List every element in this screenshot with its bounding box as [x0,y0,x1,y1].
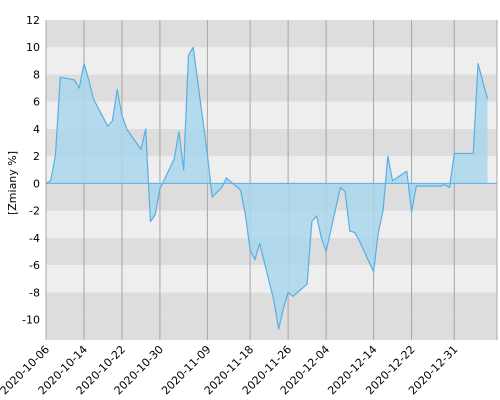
background-band [46,20,497,48]
y-tick-label: 4 [33,123,40,136]
y-tick-label: -6 [29,259,40,272]
background-band [46,319,497,340]
x-axis-tick-labels: 2020-10-062020-10-142020-10-222020-10-30… [0,343,460,397]
y-axis-tick-labels: -10 -8 -6 -4 -2 0 2 4 6 8 10 12 [22,14,40,327]
series-area-fill [46,47,488,330]
y-tick-label: -4 [29,232,40,245]
y-tick-label: -8 [29,286,40,299]
y-tick-label: 8 [33,68,40,81]
series-line [45,46,489,330]
y-tick-label: 6 [33,96,40,109]
background-band [46,292,497,320]
y-tick-label: 2 [33,150,40,163]
y-axis-title: [Zmiany %] [6,151,19,215]
y-tick-label: 12 [26,14,40,27]
y-tick-label: 10 [26,41,40,54]
y-tick-label: -10 [22,314,40,327]
background-band [46,47,497,75]
background-band [46,74,497,102]
plot-area [45,46,489,330]
y-tick-label: 0 [33,177,40,190]
y-tick-label: -2 [29,205,40,218]
